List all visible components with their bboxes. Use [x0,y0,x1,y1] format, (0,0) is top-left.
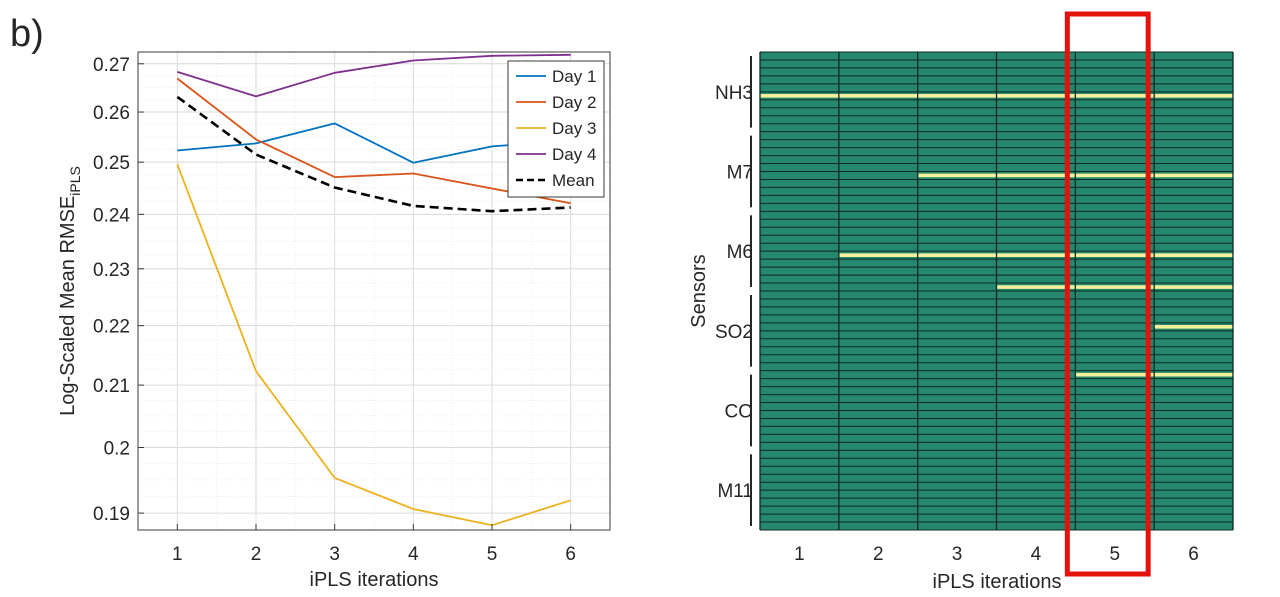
heatmap-x-tick-label: 1 [794,544,805,565]
legend-label: Day 4 [552,145,596,164]
x-tick-label: 1 [172,544,183,565]
sensor-group-label: M7 [727,163,753,184]
line-chart-series [176,53,571,527]
y-label-subscript: iPLS [67,166,83,196]
legend-label: Day 1 [552,67,596,86]
y-tick-label: 0.25 [93,153,130,174]
x-tick-label: 3 [329,544,340,565]
x-tick-label: 4 [408,544,419,565]
legend-box [507,60,605,198]
sensor-group-label: NH3 [715,83,753,104]
heatmap-x-tick-label: 4 [1031,544,1042,565]
heatmap-sensor-groups: NH3 M7 M6 SO2 CO M11 [715,56,753,526]
series-line-day-3 [176,163,571,527]
heatmap-x-tick-label: 5 [1109,544,1120,565]
line-chart-y-axis-label: Log-Scaled Mean RMSEiPLS [57,166,83,416]
legend-label: Day 2 [552,93,596,112]
y-tick-label: 0.2 [104,438,130,459]
line-chart-ticks: 0.19 0.2 0.21 0.22 0.23 0.24 0.25 0.26 0.27 1 2 3 4 5… [93,55,576,565]
series-line-day-1 [177,122,571,164]
x-tick-label: 2 [251,544,262,565]
legend-label: Mean [552,171,595,190]
line-chart-x-axis-label: iPLS iterations [310,569,439,591]
y-label-main: Log-Scaled Mean RMSE [57,196,79,416]
sensor-group-label: M6 [727,242,753,263]
y-tick-label: 0.19 [93,504,130,525]
line-chart-legend: Day 1 Day 2 Day 3 Day 4 Mean [507,60,605,198]
heatmap-ticks: 1 2 3 4 5 6 [794,544,1199,565]
series-line-day-4 [177,53,571,98]
heatmap-x-tick-label: 3 [952,544,963,565]
y-tick-label: 0.22 [93,317,130,338]
heatmap-column-lines [759,52,1234,530]
heatmap-y-axis-label: Sensors [688,254,710,327]
line-chart-rmse: 0.19 0.2 0.21 0.22 0.23 0.24 0.25 0.26 0.27 1 2 3 4 5… [57,51,611,591]
sensor-selection-heatmap: 1 2 3 4 5 6 NH3 M7 M6 SO2 CO M11 iPLS iterations S… [688,11,1234,593]
series-line-mean [176,95,571,213]
y-tick-label: 0.26 [93,103,130,124]
y-tick-label: 0.24 [93,205,130,226]
panel-label: b) [10,13,44,55]
heatmap-x-tick-label: 2 [873,544,884,565]
line-chart-axes-box [137,51,611,531]
sensor-group-label: SO2 [715,322,753,343]
heatmap-x-tick-label: 6 [1188,544,1199,565]
sensor-group-label: M11 [717,481,753,502]
sensor-group-label: CO [725,402,754,423]
y-tick-label: 0.21 [93,376,130,397]
y-tick-label: 0.23 [93,260,130,281]
legend-label: Day 3 [552,119,596,138]
highlight-iteration-box [1064,11,1151,577]
x-tick-label: 6 [565,544,576,565]
x-tick-label: 5 [487,544,498,565]
heatmap-x-axis-label: iPLS iterations [933,571,1062,593]
y-tick-label: 0.27 [93,55,130,76]
series-line-day-2 [176,77,571,205]
